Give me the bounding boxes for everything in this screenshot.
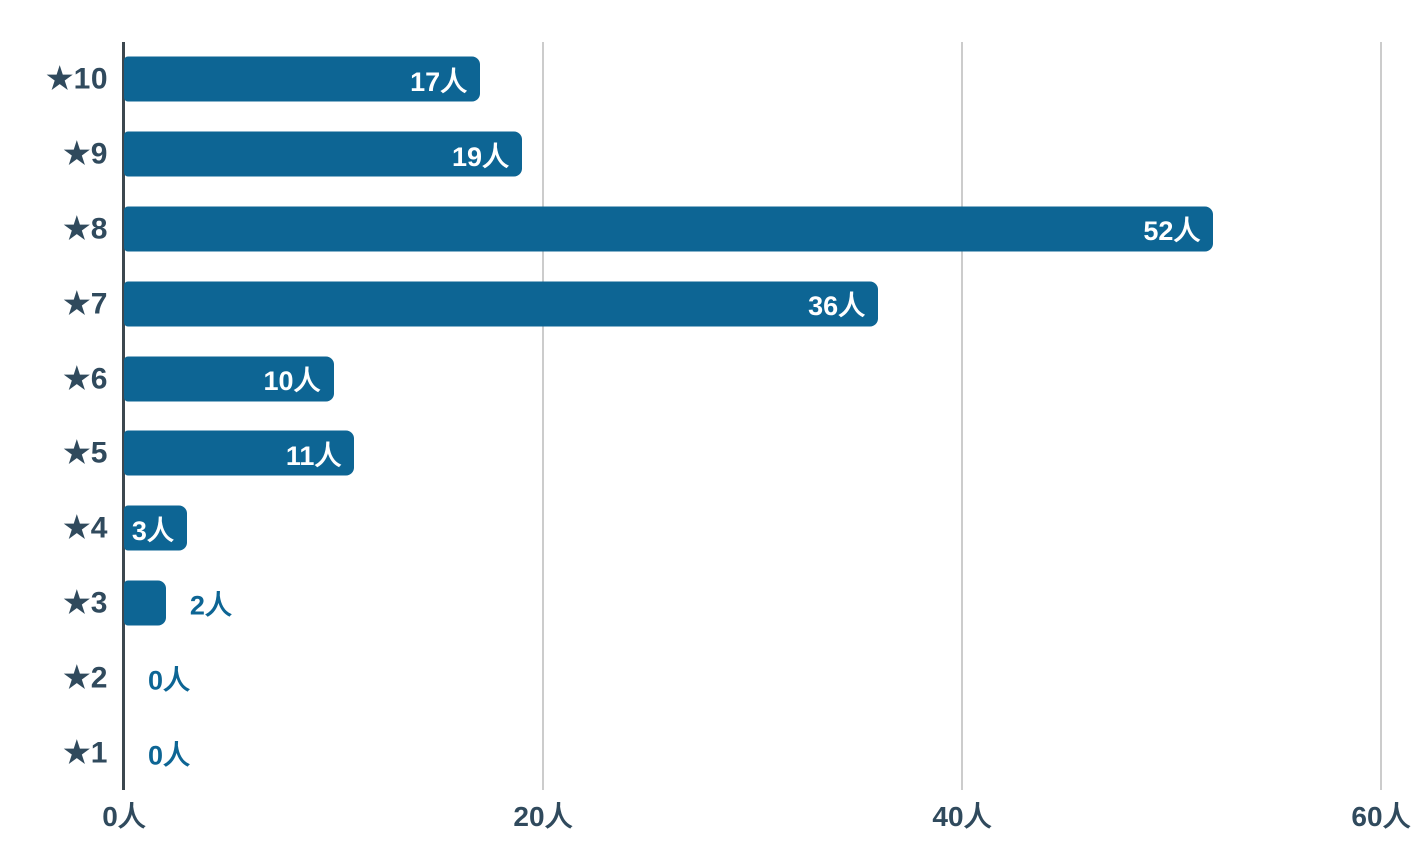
category-label: ★2 [63, 661, 108, 695]
value-label: 19人 [452, 141, 510, 172]
value-label: 36人 [808, 291, 866, 322]
value-label: 17人 [410, 66, 468, 97]
bar-row: ★5 11人 [63, 416, 1381, 491]
bar-row: ★8 52人 [63, 192, 1381, 267]
x-tick-label: 40人 [932, 801, 992, 832]
bar: 10人 [124, 356, 334, 402]
category-label: ★10 [46, 62, 108, 96]
category-label: ★1 [63, 736, 108, 770]
value-label: 2人 [189, 590, 232, 621]
value-label: 0人 [148, 740, 191, 771]
category-label: ★6 [63, 362, 108, 396]
value-label: 10人 [263, 366, 321, 397]
bar-row: ★1 0人 [63, 715, 1381, 790]
bar: 52人 [124, 206, 1214, 252]
gridline [542, 42, 544, 790]
gridline [961, 42, 963, 790]
bar-row: ★4 3人 [63, 491, 1381, 566]
bar-row: ★6 10人 [63, 341, 1381, 416]
y-axis-line [122, 42, 125, 790]
bar-row: ★10 17人 [46, 42, 1381, 117]
bar: 36人 [124, 281, 879, 327]
x-tick-label: 60人 [1351, 801, 1411, 832]
x-tick-label: 20人 [513, 801, 573, 832]
value-label: 11人 [285, 440, 342, 471]
value-label: 52人 [1143, 216, 1201, 247]
bar-row: ★2 0人 [63, 640, 1381, 715]
category-label: ★3 [63, 586, 108, 620]
category-label: ★7 [63, 287, 108, 321]
bar: 19人 [124, 131, 523, 177]
value-label: 3人 [131, 515, 174, 546]
bar-row: ★7 36人 [63, 266, 1381, 341]
gridline [1380, 42, 1382, 790]
x-axis-ticks: 0人 20人 40人 60人 [102, 795, 1410, 835]
category-label: ★5 [63, 436, 108, 470]
category-label: ★4 [63, 511, 108, 545]
x-tick-label: 0人 [102, 801, 146, 832]
plot-area: ★10 17人 ★9 19人 ★8 52人 ★7 36人 ★6 10人 ★5 11人 ★4 3人 ★3 2人 ★… [46, 42, 1382, 790]
category-label: ★8 [63, 212, 108, 246]
value-label: 0人 [148, 665, 191, 696]
bar: 11人 [124, 430, 355, 476]
bar: 17人 [124, 56, 481, 102]
bar: 3人 [124, 505, 187, 551]
bar-row: ★9 19人 [63, 117, 1381, 192]
category-label: ★9 [63, 137, 108, 171]
bar-row: ★3 2人 [63, 566, 1381, 641]
bar-rows: ★10 17人 ★9 19人 ★8 52人 ★7 36人 ★6 10人 ★5 11人 ★4 3人 ★3 2人 ★… [46, 42, 1381, 790]
bar [124, 580, 166, 626]
